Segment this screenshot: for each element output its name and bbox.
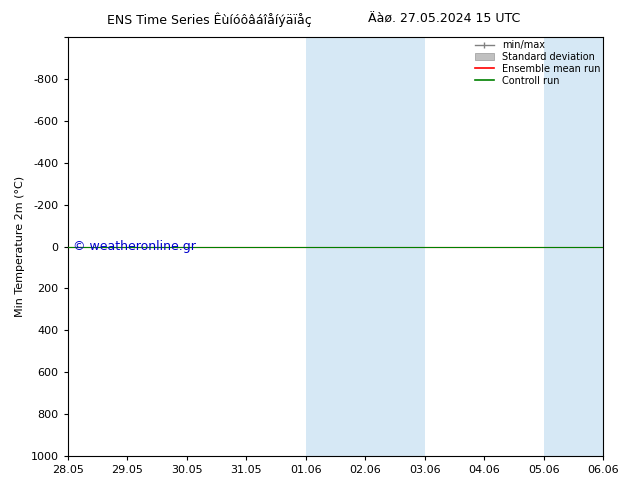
Bar: [544, 37, 603, 456]
Bar: [365, 37, 425, 456]
Text: © weatheronline.gr: © weatheronline.gr: [73, 240, 196, 253]
Text: Äàø. 27.05.2024 15 UTC: Äàø. 27.05.2024 15 UTC: [368, 12, 520, 25]
Text: ENS Time Series Êùíóôâáîåíýäïåç: ENS Time Series Êùíóôâáîåíýäïåç: [107, 12, 311, 27]
Bar: [306, 37, 365, 456]
Legend: min/max, Standard deviation, Ensemble mean run, Controll run: min/max, Standard deviation, Ensemble me…: [474, 40, 600, 86]
Y-axis label: Min Temperature 2m (°C): Min Temperature 2m (°C): [15, 176, 25, 317]
